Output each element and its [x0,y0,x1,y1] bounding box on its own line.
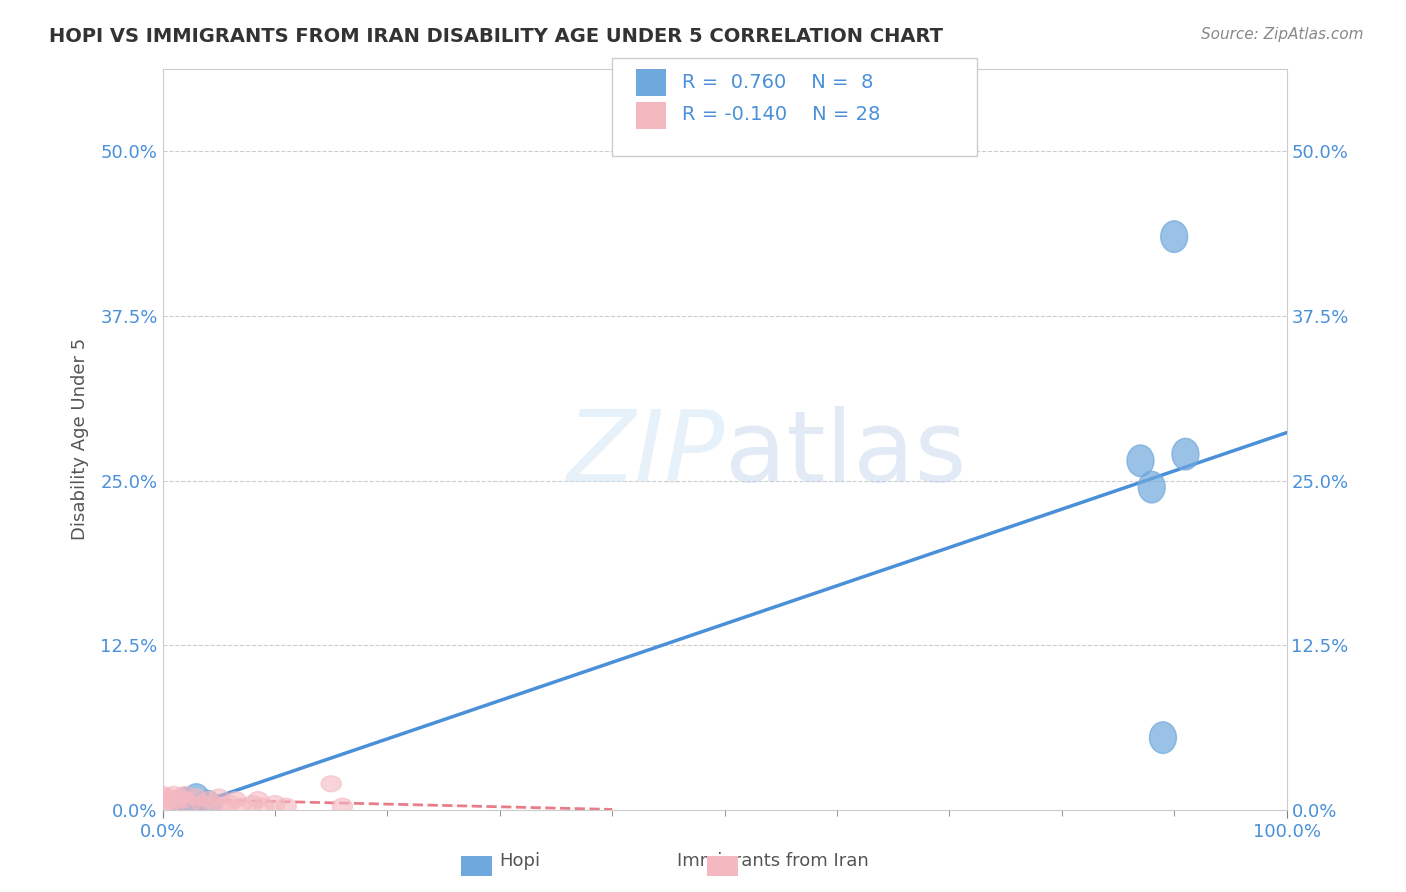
Ellipse shape [174,792,195,807]
Ellipse shape [208,789,229,805]
Ellipse shape [191,796,212,812]
Ellipse shape [332,798,353,814]
Ellipse shape [214,798,235,814]
Ellipse shape [253,798,274,814]
Ellipse shape [163,792,184,807]
Circle shape [194,790,221,822]
Ellipse shape [155,792,174,807]
Circle shape [183,784,209,815]
Ellipse shape [276,798,297,814]
Circle shape [1139,471,1166,503]
Text: Source: ZipAtlas.com: Source: ZipAtlas.com [1201,27,1364,42]
Text: Hopi: Hopi [499,852,541,870]
Circle shape [1161,221,1188,252]
Text: HOPI VS IMMIGRANTS FROM IRAN DISABILITY AGE UNDER 5 CORRELATION CHART: HOPI VS IMMIGRANTS FROM IRAN DISABILITY … [49,27,943,45]
Ellipse shape [247,792,269,807]
Ellipse shape [219,796,240,812]
Ellipse shape [242,796,263,812]
Ellipse shape [225,792,246,807]
Ellipse shape [231,798,252,814]
Ellipse shape [152,787,173,802]
Circle shape [172,788,198,820]
Ellipse shape [163,787,184,802]
Text: ZIP: ZIP [567,406,724,503]
Text: Immigrants from Iran: Immigrants from Iran [678,852,869,870]
Text: atlas: atlas [724,406,966,503]
Ellipse shape [186,789,207,805]
Ellipse shape [152,796,173,812]
Text: R =  0.760    N =  8: R = 0.760 N = 8 [682,72,873,92]
Ellipse shape [174,787,195,802]
Circle shape [1128,445,1154,476]
Circle shape [1173,438,1199,470]
Text: R = -0.140    N = 28: R = -0.140 N = 28 [682,104,880,124]
Circle shape [1150,722,1177,754]
Ellipse shape [321,776,342,792]
Ellipse shape [264,796,285,812]
Ellipse shape [162,796,181,812]
Ellipse shape [169,789,190,805]
Ellipse shape [197,792,218,807]
Ellipse shape [166,796,186,812]
Ellipse shape [202,796,224,812]
Y-axis label: Disability Age Under 5: Disability Age Under 5 [72,338,89,541]
Ellipse shape [157,789,179,805]
Ellipse shape [180,796,201,812]
